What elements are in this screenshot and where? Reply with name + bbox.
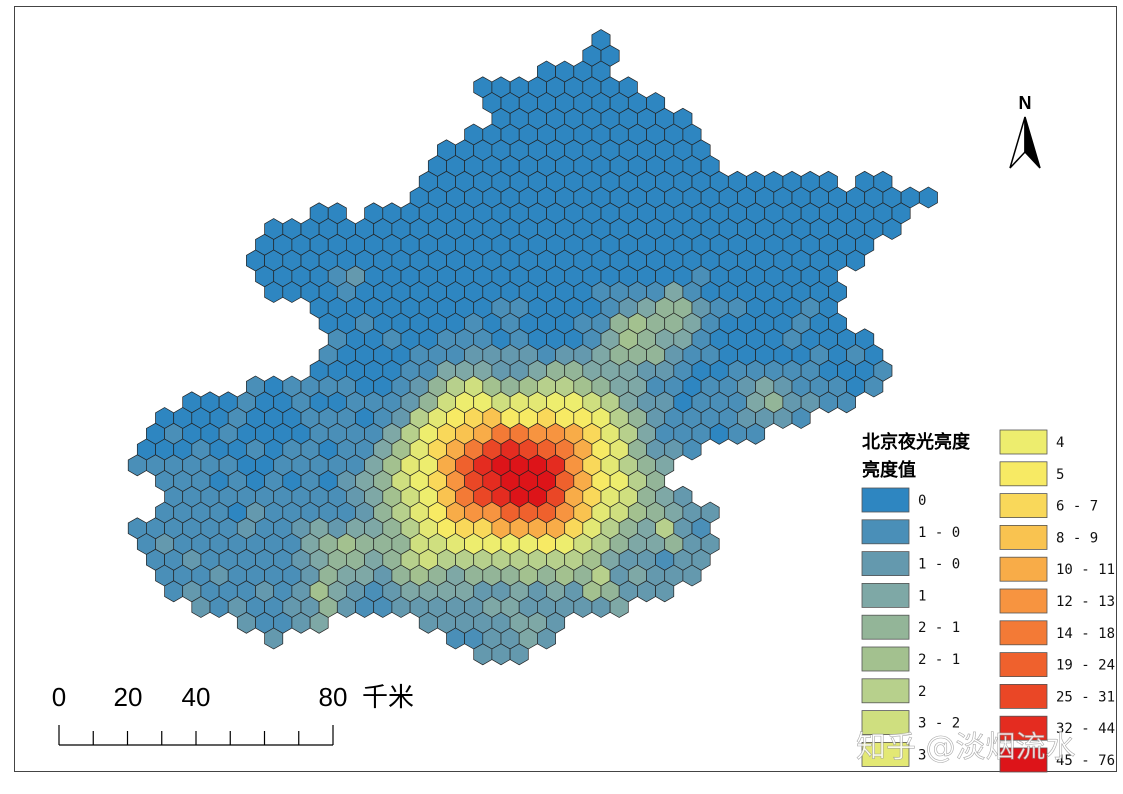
legend-swatch bbox=[861, 742, 910, 767]
scale-tick-label-40: 40 bbox=[182, 682, 211, 712]
hex-cell[interactable] bbox=[609, 596, 629, 618]
legend-subtitle: 亮度值 bbox=[862, 459, 916, 481]
hex-cell[interactable] bbox=[509, 643, 529, 666]
legend-swatch bbox=[999, 461, 1048, 487]
legend-label: 5 bbox=[1056, 467, 1064, 483]
hexagon-grid[interactable] bbox=[127, 29, 938, 666]
legend-swatch bbox=[999, 747, 1048, 773]
legend-swatch bbox=[999, 652, 1048, 677]
hex-cell[interactable] bbox=[746, 422, 766, 445]
scale-tick-label-20: 20 bbox=[114, 682, 143, 712]
legend-label: 12 - 13 bbox=[1056, 594, 1115, 610]
legend-swatch bbox=[861, 583, 910, 608]
legend-label: 14 - 18 bbox=[1056, 626, 1115, 642]
legend-label: 2 - 1 bbox=[918, 620, 960, 636]
hex-cell[interactable] bbox=[264, 627, 284, 650]
hex-cell[interactable] bbox=[918, 186, 938, 209]
legend-label: 3 - 2 bbox=[918, 716, 960, 732]
legend-label: 8 - 9 bbox=[1056, 530, 1098, 546]
map-frame bbox=[14, 6, 1117, 772]
legend-swatch bbox=[999, 684, 1048, 709]
north-arrow: N bbox=[1009, 93, 1041, 169]
legend-items: 0 1 - 0 1 - 0 1 2 - 1 2 - 1 2 3 - 2 3 4 5 6 - 7 8 - … bbox=[861, 429, 1115, 773]
legend-label: 32 - 44 bbox=[1056, 721, 1115, 737]
legend-title: 北京夜光亮度 bbox=[862, 431, 971, 453]
hex-cell[interactable] bbox=[846, 249, 866, 272]
legend-label: 2 bbox=[918, 684, 926, 700]
legend: 北京夜光亮度 亮度值 0 1 - 0 1 - 0 1 2 - 1 2 - 1 2 3 - 2 3… bbox=[861, 429, 1115, 773]
hex-cell[interactable] bbox=[837, 391, 856, 414]
legend-swatch bbox=[861, 646, 910, 672]
hex-cell[interactable] bbox=[864, 375, 884, 398]
scale-bar: 0 20 40 80 千米 bbox=[52, 682, 414, 746]
legend-label: 19 - 24 bbox=[1056, 658, 1115, 674]
legend-label: 45 - 76 bbox=[1056, 753, 1115, 769]
legend-swatch bbox=[999, 620, 1048, 646]
legend-label: 10 - 11 bbox=[1056, 562, 1115, 578]
legend-swatch bbox=[999, 525, 1048, 550]
legend-label: 1 - 0 bbox=[918, 525, 960, 541]
legend-swatch bbox=[861, 710, 910, 735]
legend-swatch bbox=[861, 551, 910, 576]
hex-cell[interactable] bbox=[882, 218, 902, 240]
north-arrow-left-icon bbox=[1009, 116, 1026, 169]
legend-label: 0 bbox=[918, 493, 926, 509]
scale-unit: 千米 bbox=[362, 682, 414, 712]
legend-label: 3 bbox=[918, 747, 926, 763]
legend-label: 2 - 1 bbox=[918, 652, 960, 668]
hex-cell[interactable] bbox=[309, 611, 329, 634]
legend-label: 25 - 31 bbox=[1056, 689, 1115, 705]
legend-swatch bbox=[861, 614, 910, 640]
legend-label: 1 bbox=[918, 588, 926, 604]
hex-cell[interactable] bbox=[655, 580, 675, 603]
legend-swatch bbox=[861, 519, 910, 545]
legend-swatch bbox=[999, 588, 1048, 614]
legend-swatch bbox=[999, 493, 1048, 519]
hex-cell[interactable] bbox=[537, 627, 556, 650]
legend-label: 6 - 7 bbox=[1056, 499, 1098, 515]
scale-tick-label-80: 80 bbox=[319, 682, 348, 712]
hex-cell[interactable] bbox=[791, 407, 811, 429]
scale-tick-label-0: 0 bbox=[52, 682, 66, 712]
hex-cell[interactable] bbox=[682, 438, 702, 461]
legend-swatch bbox=[999, 429, 1048, 455]
legend-swatch bbox=[999, 715, 1048, 741]
legend-label: 1 - 0 bbox=[918, 557, 960, 573]
legend-label: 4 bbox=[1056, 435, 1064, 451]
north-label: N bbox=[1019, 93, 1032, 113]
scale-ruler bbox=[58, 725, 334, 746]
hex-cell[interactable] bbox=[682, 564, 702, 587]
legend-swatch bbox=[999, 556, 1048, 582]
legend-swatch bbox=[861, 487, 910, 513]
north-arrow-right-icon bbox=[1024, 116, 1041, 169]
legend-swatch bbox=[861, 678, 910, 704]
watermark-text: 知乎 @淡烟流水 bbox=[856, 730, 1076, 765]
